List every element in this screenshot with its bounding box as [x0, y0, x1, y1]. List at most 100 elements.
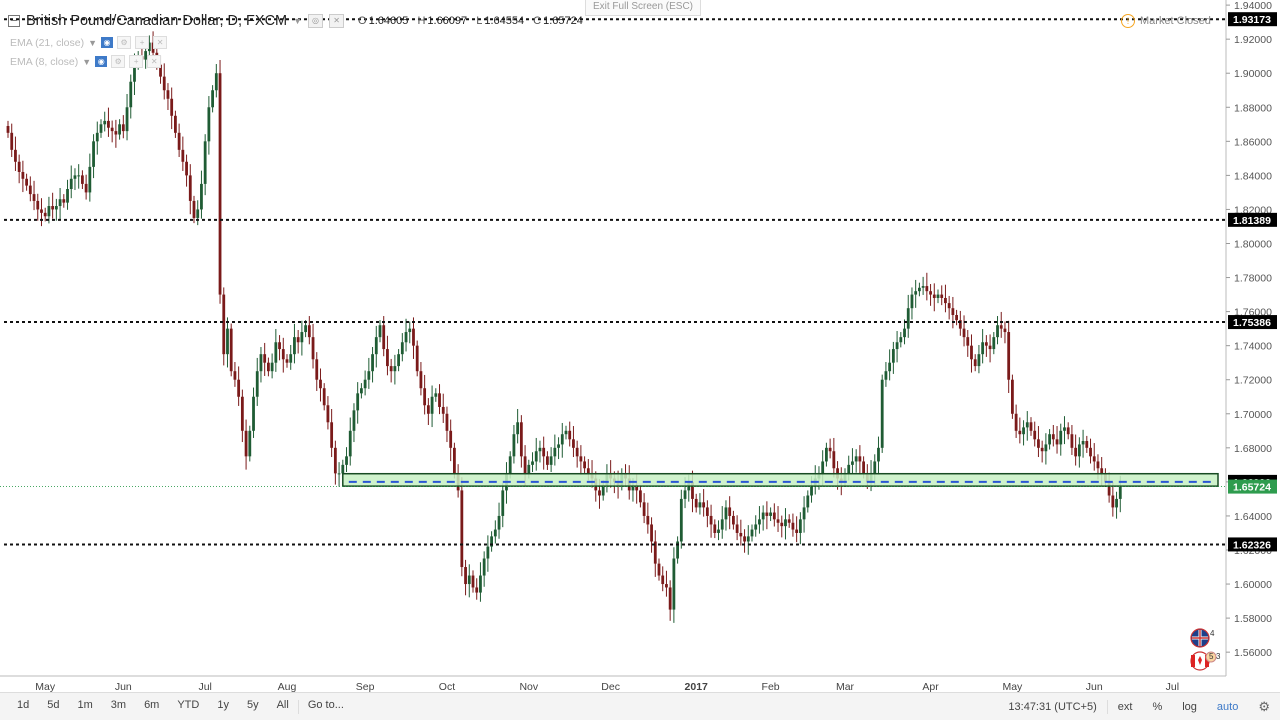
close-icon[interactable]: ✕ [153, 36, 168, 49]
event-count: 5 [1209, 652, 1214, 661]
events-flags[interactable]: 4 5 3 [1189, 627, 1225, 673]
candle [467, 564, 471, 598]
symbol-title[interactable]: British Pound/Canadian Dollar, D, FXCM [26, 13, 288, 29]
chevron-down-icon[interactable]: ▼ [293, 16, 303, 26]
chevron-down-icon[interactable]: ▼ [82, 56, 92, 67]
eye-icon[interactable]: ◉ [101, 37, 114, 48]
candle [430, 385, 434, 428]
indicator-ema-8[interactable]: EMA (8, close) ▼ ◉ ⚙ + ✕ [10, 55, 162, 68]
price-chart[interactable]: 1.94000 1.92000 1.90000 1.88000 1.86000 1.840… [0, 0, 1280, 692]
candle [81, 170, 84, 190]
candle [486, 535, 490, 572]
collapse-legend-icon[interactable] [8, 15, 20, 27]
indicator-label[interactable]: EMA (21, close) [10, 36, 85, 49]
chevron-down-icon[interactable]: ▼ [88, 37, 98, 48]
candle [646, 502, 650, 534]
candle [921, 276, 925, 295]
timeframe-6m[interactable]: 6m [144, 699, 160, 711]
candle [1085, 435, 1089, 453]
settings-icon[interactable]: ⚙ [111, 55, 126, 68]
candle [702, 489, 706, 517]
indicator-label[interactable]: EMA (8, close) [10, 55, 79, 68]
candle [947, 295, 951, 320]
clock[interactable]: 13:47:31 (UTC+5) [1008, 700, 1097, 713]
timeframe-3m[interactable]: 3m [110, 699, 127, 711]
timeframe-ytd[interactable]: YTD [177, 699, 200, 711]
candle [501, 483, 505, 528]
eye-icon[interactable]: ◉ [95, 56, 108, 67]
candle [453, 442, 456, 479]
exit-fullscreen-button[interactable]: Exit Full Screen (ESC) [585, 0, 701, 16]
candle [356, 382, 360, 424]
candle [1029, 417, 1033, 436]
time-tick-label: Jun [115, 681, 132, 692]
price-tick-label: 1.74000 [1234, 341, 1272, 353]
candle [992, 332, 996, 355]
candle [754, 515, 758, 537]
candle [679, 489, 683, 549]
log-toggle[interactable]: log [1182, 700, 1197, 713]
candle [118, 119, 121, 140]
candle [1014, 404, 1018, 438]
candle [103, 111, 107, 132]
add-icon[interactable]: + [129, 55, 144, 68]
timeframe-5y[interactable]: 5y [246, 699, 259, 711]
level-price-tag [1228, 537, 1277, 552]
candle [51, 192, 55, 219]
candle [1059, 423, 1063, 456]
gear-icon[interactable]: ⚙ [1258, 698, 1270, 714]
candle [129, 74, 133, 119]
candle [374, 325, 378, 368]
add-icon[interactable]: + [135, 36, 150, 49]
candle [1007, 320, 1011, 393]
candle [423, 374, 427, 415]
candle [549, 447, 553, 473]
market-status[interactable]: ! Market Closed [1121, 14, 1211, 28]
candle [25, 173, 28, 191]
candle [795, 516, 799, 543]
candle [311, 323, 315, 369]
settings-icon[interactable]: ⚙ [117, 36, 132, 49]
candle [772, 503, 776, 527]
candle [278, 335, 281, 361]
ext-toggle[interactable]: ext [1117, 700, 1133, 713]
candle [564, 425, 568, 440]
percent-toggle[interactable]: % [1152, 700, 1163, 713]
candle [162, 63, 166, 100]
format-icon[interactable]: ◎ [308, 14, 324, 28]
indicator-ema-21[interactable]: EMA (21, close) ▼ ◉ ⚙ + ✕ [10, 36, 168, 49]
candle [479, 562, 482, 602]
candle [348, 417, 352, 466]
time-tick-label: May [35, 681, 56, 692]
low-key: L [476, 15, 483, 27]
time-tick-label: Dec [601, 681, 620, 692]
timeframe-5d[interactable]: 5d [47, 699, 60, 711]
candle [404, 318, 408, 352]
candle [739, 519, 743, 546]
candle [713, 519, 717, 539]
candle [166, 83, 170, 110]
candle [1037, 426, 1040, 458]
bottom-toolbar: 1d 5d 1m 3m 6m YTD 1y 5y All Go to... 13… [0, 692, 1280, 720]
candle [40, 198, 43, 227]
candle [888, 349, 892, 381]
timeframe-1m[interactable]: 1m [77, 699, 93, 711]
candle [229, 323, 233, 377]
candle [360, 383, 363, 399]
candle [1070, 425, 1074, 455]
candle [932, 283, 936, 312]
candle [546, 451, 549, 470]
close-icon[interactable]: ✕ [329, 14, 345, 28]
candle [653, 530, 657, 577]
close-icon[interactable]: ✕ [147, 55, 162, 68]
auto-toggle[interactable]: auto [1216, 700, 1239, 713]
timeframe-1d[interactable]: 1d [17, 699, 30, 711]
timeframe-1y[interactable]: 1y [217, 699, 229, 711]
goto-button[interactable]: Go to... [307, 699, 344, 711]
candle [958, 310, 962, 336]
symbol-legend: British Pound/Canadian Dollar, D, FXCM ▼… [8, 13, 589, 29]
level-price-tag [1228, 212, 1277, 227]
timeframe-all[interactable]: All [276, 699, 289, 711]
candle [88, 153, 92, 202]
candle [330, 409, 334, 458]
